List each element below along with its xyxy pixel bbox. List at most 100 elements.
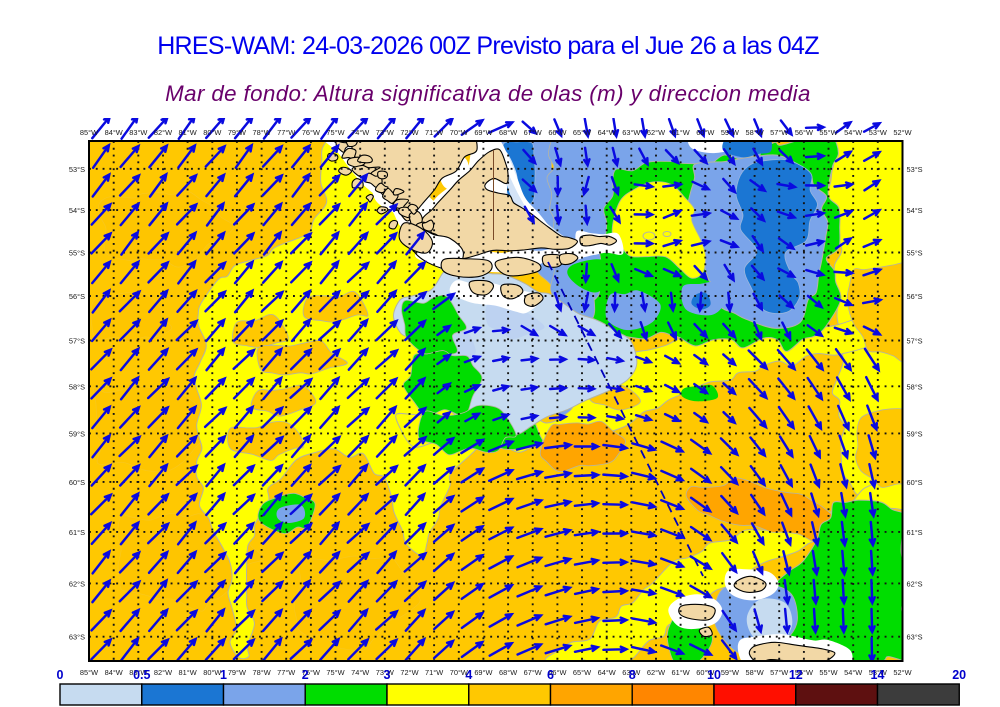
svg-text:12: 12 xyxy=(789,668,803,682)
svg-text:64°W: 64°W xyxy=(598,668,616,677)
svg-text:58°W: 58°W xyxy=(746,668,764,677)
svg-text:57°S: 57°S xyxy=(69,337,85,346)
svg-text:77°W: 77°W xyxy=(277,668,295,677)
svg-text:10: 10 xyxy=(707,668,721,682)
svg-text:80°W: 80°W xyxy=(203,668,221,677)
svg-text:55°W: 55°W xyxy=(819,668,837,677)
svg-text:0: 0 xyxy=(57,668,64,682)
svg-text:57°W: 57°W xyxy=(770,668,788,677)
svg-text:59°W: 59°W xyxy=(721,668,739,677)
svg-text:8: 8 xyxy=(629,668,636,682)
svg-text:6: 6 xyxy=(547,668,554,682)
svg-text:67°W: 67°W xyxy=(524,668,542,677)
svg-text:56°W: 56°W xyxy=(795,128,813,137)
svg-text:85°W: 85°W xyxy=(80,668,98,677)
svg-text:69°W: 69°W xyxy=(474,668,492,677)
svg-text:61°W: 61°W xyxy=(672,128,690,137)
svg-text:3: 3 xyxy=(384,668,391,682)
svg-text:57°W: 57°W xyxy=(770,128,788,137)
svg-text:62°W: 62°W xyxy=(647,128,665,137)
svg-text:53°S: 53°S xyxy=(69,165,85,174)
svg-text:82°W: 82°W xyxy=(154,668,172,677)
svg-text:54°W: 54°W xyxy=(844,668,862,677)
svg-text:60°W: 60°W xyxy=(696,668,714,677)
svg-text:60°S: 60°S xyxy=(907,478,923,487)
svg-text:61°S: 61°S xyxy=(69,528,85,537)
svg-text:75°W: 75°W xyxy=(326,668,344,677)
svg-text:70°W: 70°W xyxy=(450,668,468,677)
svg-text:79°W: 79°W xyxy=(228,668,246,677)
svg-text:62°S: 62°S xyxy=(907,579,923,588)
svg-text:56°S: 56°S xyxy=(907,292,923,301)
svg-text:55°S: 55°S xyxy=(69,249,85,258)
svg-text:56°W: 56°W xyxy=(795,668,813,677)
svg-text:63°W: 63°W xyxy=(622,668,640,677)
svg-text:69°W: 69°W xyxy=(474,128,492,137)
svg-text:55°W: 55°W xyxy=(819,128,837,137)
svg-text:78°W: 78°W xyxy=(253,128,271,137)
svg-text:54°S: 54°S xyxy=(69,206,85,215)
svg-text:82°W: 82°W xyxy=(154,128,172,137)
svg-text:70°W: 70°W xyxy=(450,128,468,137)
svg-text:78°W: 78°W xyxy=(253,668,271,677)
svg-text:71°W: 71°W xyxy=(425,128,443,137)
svg-text:65°W: 65°W xyxy=(573,668,591,677)
svg-text:65°W: 65°W xyxy=(573,128,591,137)
svg-text:1: 1 xyxy=(220,668,227,682)
svg-text:73°W: 73°W xyxy=(376,668,394,677)
svg-text:84°W: 84°W xyxy=(105,668,123,677)
svg-text:68°W: 68°W xyxy=(499,668,517,677)
svg-text:77°W: 77°W xyxy=(277,128,295,137)
svg-text:60°W: 60°W xyxy=(696,128,714,137)
svg-text:83°W: 83°W xyxy=(129,668,147,677)
svg-text:63°S: 63°S xyxy=(907,633,923,642)
svg-text:83°W: 83°W xyxy=(129,128,147,137)
svg-text:58°W: 58°W xyxy=(746,128,764,137)
svg-text:61°S: 61°S xyxy=(907,528,923,537)
svg-text:59°W: 59°W xyxy=(721,128,739,137)
svg-text:63°S: 63°S xyxy=(69,633,85,642)
svg-text:52°W: 52°W xyxy=(893,668,911,677)
svg-text:81°W: 81°W xyxy=(179,128,197,137)
svg-text:84°W: 84°W xyxy=(105,128,123,137)
svg-text:62°S: 62°S xyxy=(69,579,85,588)
svg-text:0.5: 0.5 xyxy=(133,668,150,682)
svg-text:53°S: 53°S xyxy=(907,165,923,174)
svg-text:60°S: 60°S xyxy=(69,478,85,487)
svg-text:71°W: 71°W xyxy=(425,668,443,677)
svg-text:68°W: 68°W xyxy=(499,128,517,137)
svg-text:2: 2 xyxy=(302,668,309,682)
svg-text:53°W: 53°W xyxy=(869,668,887,677)
svg-text:59°S: 59°S xyxy=(907,429,923,438)
svg-text:63°W: 63°W xyxy=(622,128,640,137)
svg-text:72°W: 72°W xyxy=(400,128,418,137)
svg-text:4: 4 xyxy=(465,668,472,682)
svg-text:61°W: 61°W xyxy=(672,668,690,677)
svg-text:55°S: 55°S xyxy=(907,249,923,258)
svg-text:74°W: 74°W xyxy=(351,668,369,677)
svg-text:66°W: 66°W xyxy=(548,128,566,137)
svg-text:72°W: 72°W xyxy=(400,668,418,677)
svg-text:54°W: 54°W xyxy=(844,128,862,137)
svg-text:67°W: 67°W xyxy=(524,128,542,137)
svg-text:75°W: 75°W xyxy=(326,128,344,137)
svg-text:53°W: 53°W xyxy=(869,128,887,137)
svg-text:85°W: 85°W xyxy=(80,128,98,137)
svg-text:56°S: 56°S xyxy=(69,292,85,301)
svg-text:76°W: 76°W xyxy=(302,668,320,677)
svg-text:64°W: 64°W xyxy=(598,128,616,137)
svg-text:58°S: 58°S xyxy=(69,382,85,391)
svg-text:58°S: 58°S xyxy=(907,382,923,391)
svg-text:62°W: 62°W xyxy=(647,668,665,677)
svg-text:74°W: 74°W xyxy=(351,128,369,137)
svg-text:59°S: 59°S xyxy=(69,429,85,438)
svg-text:76°W: 76°W xyxy=(302,128,320,137)
svg-text:66°W: 66°W xyxy=(548,668,566,677)
svg-text:57°S: 57°S xyxy=(907,337,923,346)
svg-text:73°W: 73°W xyxy=(376,128,394,137)
svg-text:79°W: 79°W xyxy=(228,128,246,137)
svg-text:20: 20 xyxy=(952,668,966,682)
svg-text:14: 14 xyxy=(871,668,885,682)
svg-text:80°W: 80°W xyxy=(203,128,221,137)
svg-text:54°S: 54°S xyxy=(907,206,923,215)
